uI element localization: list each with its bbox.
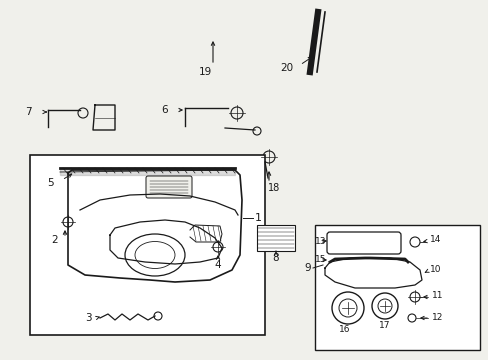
- Bar: [314, 225, 479, 350]
- Text: 7: 7: [24, 107, 31, 117]
- Text: 9: 9: [304, 263, 311, 273]
- Text: 4: 4: [214, 260, 221, 270]
- Text: 5: 5: [46, 178, 53, 188]
- Text: 12: 12: [431, 314, 443, 323]
- Bar: [257, 225, 294, 251]
- Polygon shape: [60, 168, 235, 175]
- FancyBboxPatch shape: [146, 176, 192, 198]
- Text: 10: 10: [429, 266, 441, 274]
- Text: 8: 8: [272, 253, 279, 263]
- Text: 15: 15: [314, 256, 325, 265]
- Text: 17: 17: [379, 320, 390, 329]
- Text: 1: 1: [254, 213, 262, 223]
- Text: 6: 6: [162, 105, 168, 115]
- Text: 16: 16: [339, 325, 350, 334]
- Text: 2: 2: [52, 235, 58, 245]
- Text: 3: 3: [84, 313, 91, 323]
- Text: 13: 13: [314, 237, 325, 246]
- Text: 11: 11: [431, 292, 443, 301]
- Text: 20: 20: [280, 63, 293, 73]
- FancyBboxPatch shape: [326, 232, 400, 254]
- Text: 18: 18: [267, 183, 280, 193]
- Bar: [30, 155, 264, 335]
- Text: 14: 14: [429, 235, 441, 244]
- Text: 19: 19: [198, 67, 211, 77]
